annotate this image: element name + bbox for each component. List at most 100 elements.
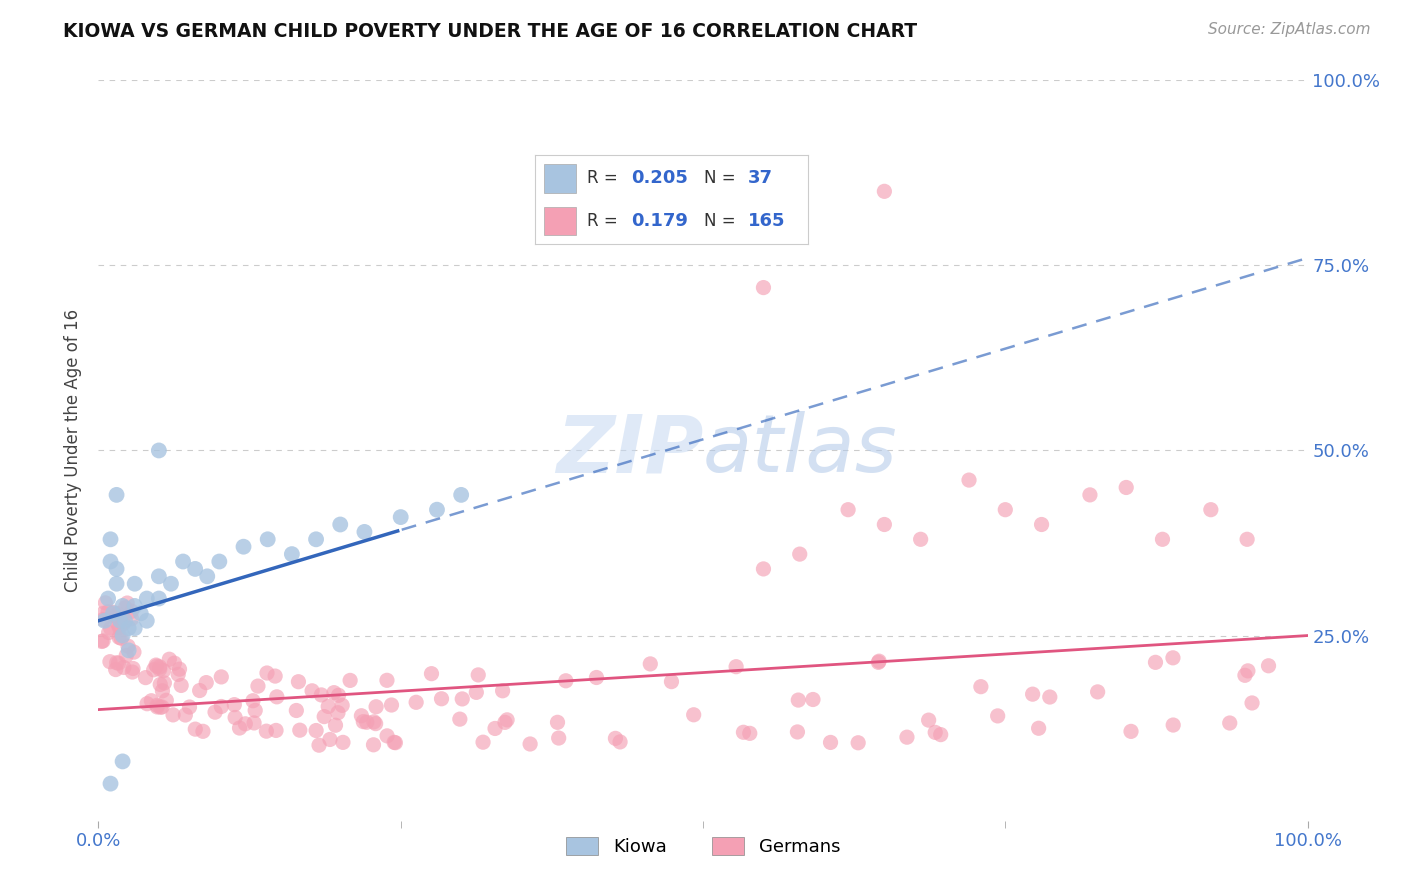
Point	[152, 683, 174, 698]
Point	[352, 714, 374, 729]
Point	[285, 704, 308, 718]
Point	[733, 725, 755, 739]
Point	[382, 735, 405, 749]
Point	[323, 686, 346, 700]
Point	[547, 731, 569, 745]
Point	[111, 628, 134, 642]
Point	[801, 692, 824, 706]
Point	[135, 671, 157, 685]
Point	[356, 715, 378, 730]
Point	[917, 713, 939, 727]
Point	[329, 517, 352, 532]
Point	[91, 612, 114, 626]
Point	[97, 625, 120, 640]
Point	[363, 738, 385, 752]
Point	[124, 599, 146, 613]
Point	[786, 725, 808, 739]
Point	[162, 707, 184, 722]
Point	[103, 606, 125, 620]
Point	[256, 533, 278, 547]
Point	[1219, 716, 1241, 731]
Point	[1152, 533, 1174, 547]
Point	[118, 643, 141, 657]
Point	[1237, 664, 1260, 678]
Point	[288, 723, 311, 738]
Point	[107, 607, 129, 621]
Point	[115, 648, 138, 663]
Text: atlas: atlas	[703, 411, 898, 490]
Point	[868, 654, 890, 668]
Point	[191, 724, 214, 739]
Point	[738, 726, 761, 740]
Point	[129, 607, 152, 621]
Legend: Kiowa, Germans: Kiowa, Germans	[558, 830, 848, 863]
Point	[90, 634, 112, 648]
Point	[1241, 696, 1264, 710]
Point	[232, 540, 254, 554]
Point	[146, 700, 169, 714]
Point	[100, 776, 122, 791]
Point	[93, 614, 115, 628]
Point	[682, 707, 704, 722]
Point	[167, 667, 190, 681]
Point	[389, 510, 412, 524]
Point	[122, 661, 145, 675]
Point	[101, 607, 124, 621]
Point	[1039, 690, 1062, 704]
Point	[1233, 668, 1256, 682]
Text: Source: ZipAtlas.com: Source: ZipAtlas.com	[1208, 22, 1371, 37]
Point	[117, 639, 139, 653]
Point	[380, 698, 402, 712]
Point	[100, 621, 122, 635]
Point	[585, 671, 607, 685]
Point	[308, 738, 330, 752]
Point	[1031, 517, 1053, 532]
Point	[305, 723, 328, 738]
Point	[91, 634, 114, 648]
Point	[146, 659, 169, 673]
Point	[97, 605, 120, 619]
Text: ZIP: ZIP	[555, 411, 703, 490]
Point	[149, 677, 172, 691]
Point	[787, 693, 810, 707]
Point	[451, 692, 474, 706]
Point	[105, 562, 128, 576]
Point	[148, 591, 170, 606]
Point	[547, 715, 569, 730]
Point	[896, 730, 918, 744]
Point	[467, 668, 489, 682]
Point	[148, 443, 170, 458]
Point	[1144, 656, 1167, 670]
Point	[112, 660, 135, 674]
Point	[820, 735, 842, 749]
Point	[108, 614, 131, 628]
Point	[146, 698, 169, 713]
Text: N =: N =	[704, 212, 735, 230]
Point	[149, 662, 172, 676]
Point	[121, 604, 143, 618]
Point	[105, 488, 128, 502]
Point	[491, 683, 513, 698]
Point	[246, 679, 269, 693]
Point	[155, 693, 177, 707]
Point	[789, 547, 811, 561]
Point	[1236, 533, 1258, 547]
Point	[105, 576, 128, 591]
Point	[752, 562, 775, 576]
Point	[305, 533, 328, 547]
Point	[108, 621, 131, 635]
Point	[264, 669, 287, 683]
Point	[114, 614, 136, 628]
Point	[873, 184, 896, 198]
Point	[1119, 724, 1142, 739]
Point	[254, 724, 277, 739]
Point	[752, 280, 775, 294]
Point	[245, 703, 267, 717]
Point	[910, 533, 932, 547]
Point	[179, 700, 201, 714]
Point	[484, 722, 506, 736]
Point	[281, 547, 304, 561]
Point	[153, 676, 176, 690]
Point	[725, 659, 748, 673]
Point	[242, 694, 264, 708]
